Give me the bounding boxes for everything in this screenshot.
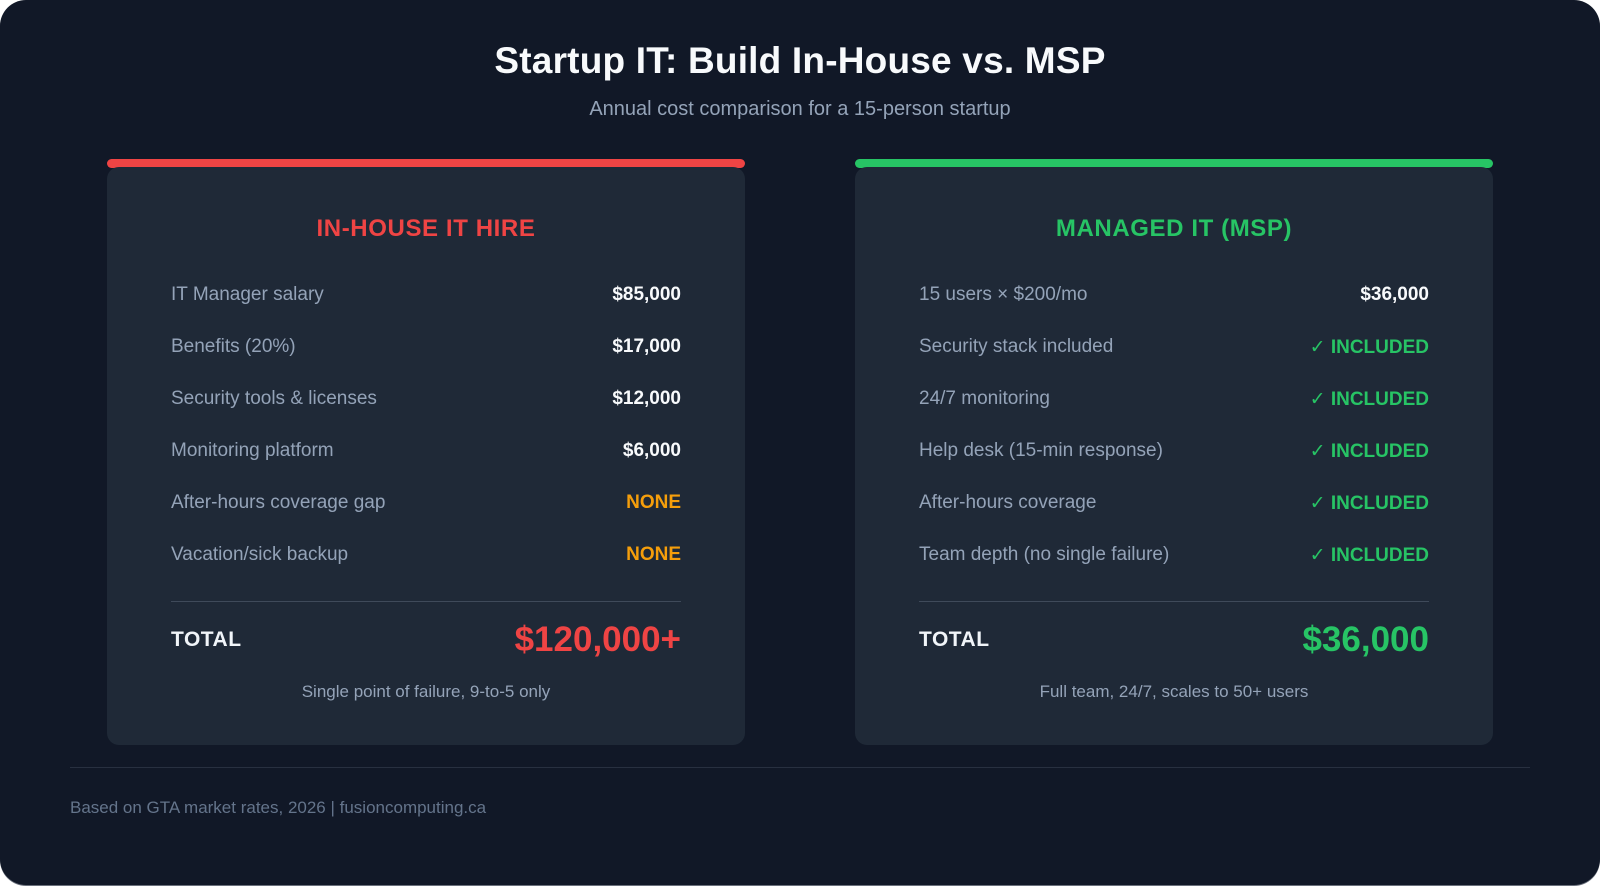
cost-row: 24/7 monitoring ✓ INCLUDED	[919, 373, 1429, 425]
red-accent-bar	[107, 159, 745, 168]
msp-rows: 15 users × $200/mo $36,000 Security stac…	[919, 269, 1429, 581]
row-label: After-hours coverage gap	[171, 492, 386, 513]
row-label: Benefits (20%)	[171, 336, 296, 357]
msp-total-value: $36,000	[1302, 620, 1429, 659]
cost-row: IT Manager salary $85,000	[171, 269, 681, 321]
row-value: ✓ INCLUDED	[1309, 440, 1429, 462]
cost-row: Security tools & licenses $12,000	[171, 373, 681, 425]
msp-total-row: TOTAL $36,000	[919, 620, 1429, 660]
total-divider	[919, 601, 1429, 602]
total-divider	[171, 601, 681, 602]
row-label: Vacation/sick backup	[171, 544, 349, 565]
page-title: Startup IT: Build In-House vs. MSP	[494, 40, 1106, 81]
row-label: IT Manager salary	[171, 284, 324, 305]
comparison-cards: IN-HOUSE IT HIRE IT Manager salary $85,0…	[0, 159, 1600, 745]
cost-row: Benefits (20%) $17,000	[171, 321, 681, 373]
msp-card-body: MANAGED IT (MSP) 15 users × $200/mo $36,…	[855, 167, 1493, 745]
page-subtitle: Annual cost comparison for a 15-person s…	[589, 98, 1011, 120]
green-accent-bar	[855, 159, 1493, 168]
in-house-card-body: IN-HOUSE IT HIRE IT Manager salary $85,0…	[107, 167, 745, 745]
row-value: ✓ INCLUDED	[1309, 544, 1429, 566]
total-label: TOTAL	[919, 628, 990, 651]
row-value: ✓ INCLUDED	[1309, 492, 1429, 514]
row-value: $12,000	[612, 388, 681, 409]
row-label: Security stack included	[919, 336, 1114, 357]
in-house-card: IN-HOUSE IT HIRE IT Manager salary $85,0…	[107, 159, 745, 745]
cost-row: Monitoring platform $6,000	[171, 425, 681, 477]
row-label: Team depth (no single failure)	[919, 544, 1170, 565]
in-house-rows: IT Manager salary $85,000 Benefits (20%)…	[171, 269, 681, 581]
row-value: ✓ INCLUDED	[1309, 336, 1429, 358]
in-house-total-value: $120,000+	[514, 620, 681, 659]
in-house-card-title: IN-HOUSE IT HIRE	[316, 215, 536, 242]
cost-row: Security stack included ✓ INCLUDED	[919, 321, 1429, 373]
msp-note: Full team, 24/7, scales to 50+ users	[1039, 682, 1309, 701]
row-value: $36,000	[1360, 284, 1429, 305]
cost-row: Team depth (no single failure) ✓ INCLUDE…	[919, 529, 1429, 581]
total-label: TOTAL	[171, 628, 242, 651]
row-label: Help desk (15-min response)	[919, 440, 1163, 461]
cost-row: Help desk (15-min response) ✓ INCLUDED	[919, 425, 1429, 477]
cost-row: After-hours coverage ✓ INCLUDED	[919, 477, 1429, 529]
footer-divider	[70, 767, 1530, 768]
cost-row: After-hours coverage gap NONE	[171, 477, 681, 529]
cost-row: Vacation/sick backup NONE	[171, 529, 681, 581]
row-label: 15 users × $200/mo	[919, 284, 1088, 305]
row-label: Security tools & licenses	[171, 388, 377, 409]
row-value: $17,000	[612, 336, 681, 357]
msp-card: MANAGED IT (MSP) 15 users × $200/mo $36,…	[855, 159, 1493, 745]
row-value: $6,000	[622, 440, 681, 461]
row-label: Monitoring platform	[171, 440, 334, 461]
row-label: After-hours coverage	[919, 492, 1097, 513]
row-value: NONE	[626, 544, 681, 565]
row-value: NONE	[626, 492, 681, 513]
in-house-total-row: TOTAL $120,000+	[171, 620, 681, 660]
in-house-note: Single point of failure, 9-to-5 only	[301, 682, 551, 701]
header: Startup IT: Build In-House vs. MSP Annua…	[0, 0, 1600, 121]
row-value: $85,000	[612, 284, 681, 305]
msp-card-title: MANAGED IT (MSP)	[1055, 215, 1293, 242]
row-label: 24/7 monitoring	[919, 388, 1050, 409]
source-attribution: Based on GTA market rates, 2026 | fusion…	[70, 798, 487, 817]
cost-row: 15 users × $200/mo $36,000	[919, 269, 1429, 321]
row-value: ✓ INCLUDED	[1309, 388, 1429, 410]
